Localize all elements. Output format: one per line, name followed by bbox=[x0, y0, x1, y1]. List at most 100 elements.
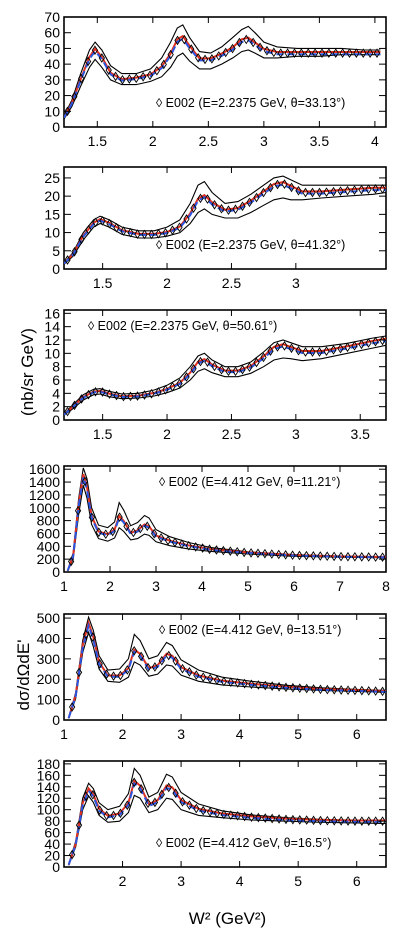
data-point bbox=[365, 686, 372, 696]
data-point bbox=[68, 702, 76, 712]
data-point bbox=[296, 683, 303, 693]
data-point bbox=[227, 677, 234, 688]
model-blue-dashed-line bbox=[64, 37, 381, 119]
data-point bbox=[144, 521, 151, 532]
data-point bbox=[310, 684, 317, 694]
data-point bbox=[373, 48, 381, 58]
panel-5: 1 2 3 4 5 6 0 100 200 300 400 500 ◊ E002 (E=4.412 Ge… bbox=[37, 610, 387, 742]
data-point bbox=[344, 816, 352, 826]
data-point bbox=[344, 685, 352, 696]
data-point bbox=[165, 650, 172, 661]
x-tick-label: 4 bbox=[371, 133, 379, 149]
x-tick-label: 3 bbox=[177, 726, 185, 742]
data-point bbox=[262, 680, 269, 691]
x-tick-label: 5 bbox=[244, 578, 252, 594]
data-point bbox=[255, 680, 262, 690]
data-point bbox=[227, 546, 234, 557]
data-point bbox=[360, 48, 367, 58]
data-point bbox=[296, 550, 303, 561]
legend-entry: ◊ E002 (E=4.412 GeV, θ=11.21°) bbox=[159, 475, 340, 489]
data-point bbox=[246, 362, 253, 372]
x-tick-label: 3 bbox=[292, 275, 300, 291]
y-tick-label: 0 bbox=[52, 119, 60, 135]
data-point bbox=[155, 228, 162, 239]
data-point bbox=[269, 681, 276, 691]
data-point bbox=[75, 667, 83, 678]
x-tick-label: 3 bbox=[292, 426, 300, 442]
data-point bbox=[263, 45, 271, 56]
data-point bbox=[103, 810, 110, 821]
data-point bbox=[309, 187, 316, 198]
x-tick-label: 2 bbox=[163, 275, 171, 291]
data-point bbox=[169, 381, 176, 392]
data-point bbox=[339, 48, 346, 58]
y-tick-label: 120 bbox=[37, 790, 61, 806]
data-point bbox=[330, 551, 338, 562]
data-point bbox=[324, 551, 331, 562]
data-point bbox=[338, 685, 345, 695]
x-tick-label: 2 bbox=[106, 578, 114, 594]
x-tick-label: 2 bbox=[149, 133, 157, 149]
data-point bbox=[78, 73, 85, 84]
data-point bbox=[183, 214, 190, 224]
y-tick-label: 20 bbox=[44, 188, 60, 204]
data-point bbox=[274, 342, 281, 352]
data-point bbox=[232, 204, 239, 215]
data-point bbox=[162, 227, 169, 238]
data-point bbox=[78, 394, 85, 404]
data-point bbox=[324, 815, 331, 826]
data-point bbox=[275, 549, 282, 560]
band-upper-line bbox=[67, 467, 386, 571]
data-point bbox=[277, 48, 284, 58]
data-point bbox=[337, 186, 344, 196]
data-point bbox=[99, 387, 106, 397]
y-tick-label: 16 bbox=[44, 305, 60, 321]
data-point bbox=[117, 808, 124, 819]
y-tick-label: 0 bbox=[52, 712, 60, 728]
data-point bbox=[148, 388, 155, 399]
data-point bbox=[131, 777, 138, 788]
data-points bbox=[64, 179, 386, 265]
data-point bbox=[372, 816, 379, 826]
y-tick-label: 70 bbox=[44, 9, 60, 25]
data-point bbox=[282, 682, 290, 693]
data-point bbox=[186, 667, 193, 677]
y-tick-label: 20 bbox=[44, 848, 60, 864]
y-tick-label: 500 bbox=[37, 610, 61, 626]
x-tick-label: 2.5 bbox=[199, 133, 219, 149]
y-tick-label: 200 bbox=[37, 671, 61, 687]
y-tick-label: 6 bbox=[52, 372, 60, 388]
data-point bbox=[89, 632, 96, 642]
data-point bbox=[119, 74, 126, 85]
data-point bbox=[274, 179, 281, 190]
data-point bbox=[267, 182, 274, 193]
data-point bbox=[157, 533, 165, 543]
data-point bbox=[74, 505, 82, 516]
plot-frame bbox=[63, 309, 387, 421]
data-point bbox=[317, 684, 324, 695]
data-point bbox=[239, 364, 246, 375]
plot-area bbox=[67, 767, 386, 866]
data-point bbox=[365, 816, 372, 826]
data-point bbox=[179, 796, 186, 807]
data-point bbox=[261, 548, 269, 559]
data-point bbox=[75, 820, 83, 830]
data-point bbox=[204, 357, 211, 367]
data-point bbox=[213, 545, 220, 555]
data-point bbox=[379, 184, 386, 194]
data-point bbox=[268, 549, 275, 559]
data-point bbox=[241, 811, 248, 822]
data-point bbox=[213, 808, 221, 819]
band-lower-line bbox=[67, 485, 386, 572]
data-point bbox=[113, 390, 120, 401]
data-point bbox=[344, 342, 351, 353]
data-point bbox=[71, 91, 78, 102]
data-point bbox=[229, 43, 236, 54]
data-point bbox=[234, 678, 241, 688]
y-tick-label: 80 bbox=[44, 813, 60, 829]
y-tick-label: 8 bbox=[52, 359, 60, 375]
data-point bbox=[282, 550, 289, 560]
data-point bbox=[123, 521, 130, 532]
data-point bbox=[316, 347, 323, 357]
y-tick-label: 100 bbox=[37, 802, 61, 818]
